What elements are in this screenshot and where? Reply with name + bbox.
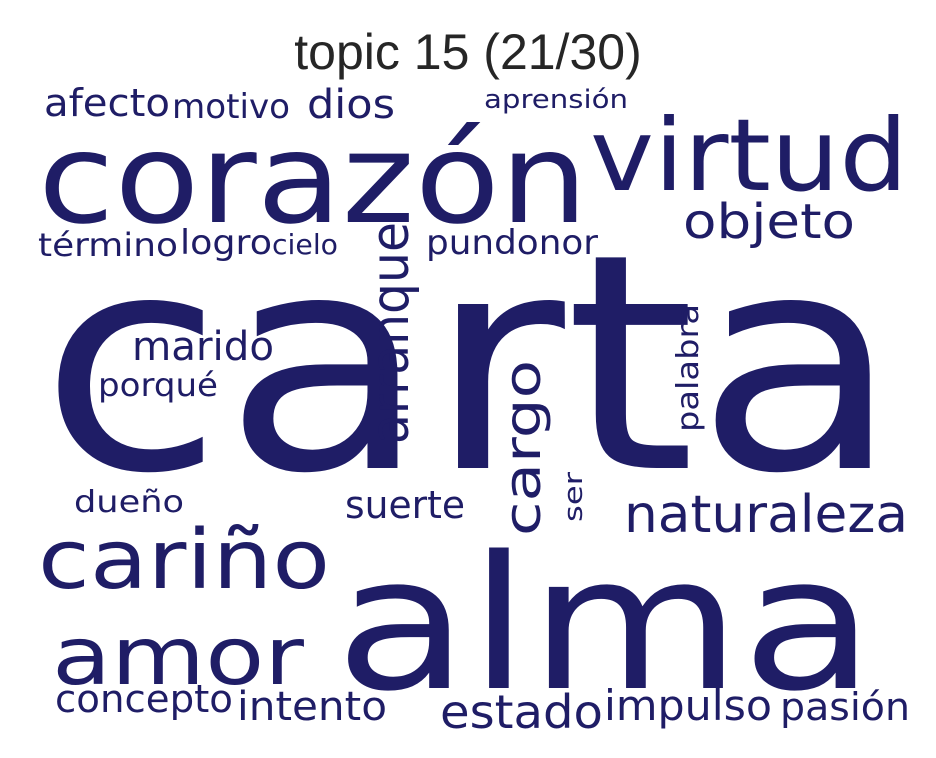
word-aprension: aprensión (484, 85, 628, 115)
word-impulso: impulso (604, 681, 772, 730)
word-porque: porqué (98, 366, 218, 404)
word-dios: dios (307, 82, 395, 128)
word-corazon: corazón (38, 107, 588, 252)
word-cargo: cargo (494, 360, 552, 536)
word-alma: alma (335, 516, 875, 732)
word-pundonor: pundonor (426, 223, 598, 263)
word-naturaleza: naturaleza (624, 485, 908, 545)
word-motivo: motivo (172, 87, 290, 127)
word-cielo: cielo (272, 228, 338, 261)
word-amor: amor (52, 610, 304, 703)
word-concepto: concepto (55, 677, 233, 721)
word-marido: marido (132, 324, 274, 370)
word-palabra: palabra (671, 304, 706, 432)
word-afecto: afecto (44, 81, 170, 125)
word-suerte: suerte (345, 483, 465, 527)
word-ser: ser (559, 472, 589, 522)
word-arranque: arranque (361, 222, 421, 444)
word-estado: estado (440, 685, 603, 739)
word-pasion: pasión (780, 685, 910, 729)
word-logro: logro (180, 223, 272, 263)
word-termino: término (38, 226, 178, 264)
word-intento: intento (237, 684, 387, 730)
word-virtud: virtud (590, 97, 908, 214)
chart-title: topic 15 (21/30) (294, 24, 642, 80)
word-objeto: objeto (683, 194, 855, 250)
word-dueno: dueño (74, 485, 184, 520)
word-carta: carta (40, 190, 900, 539)
word-carino: cariño (38, 513, 330, 608)
